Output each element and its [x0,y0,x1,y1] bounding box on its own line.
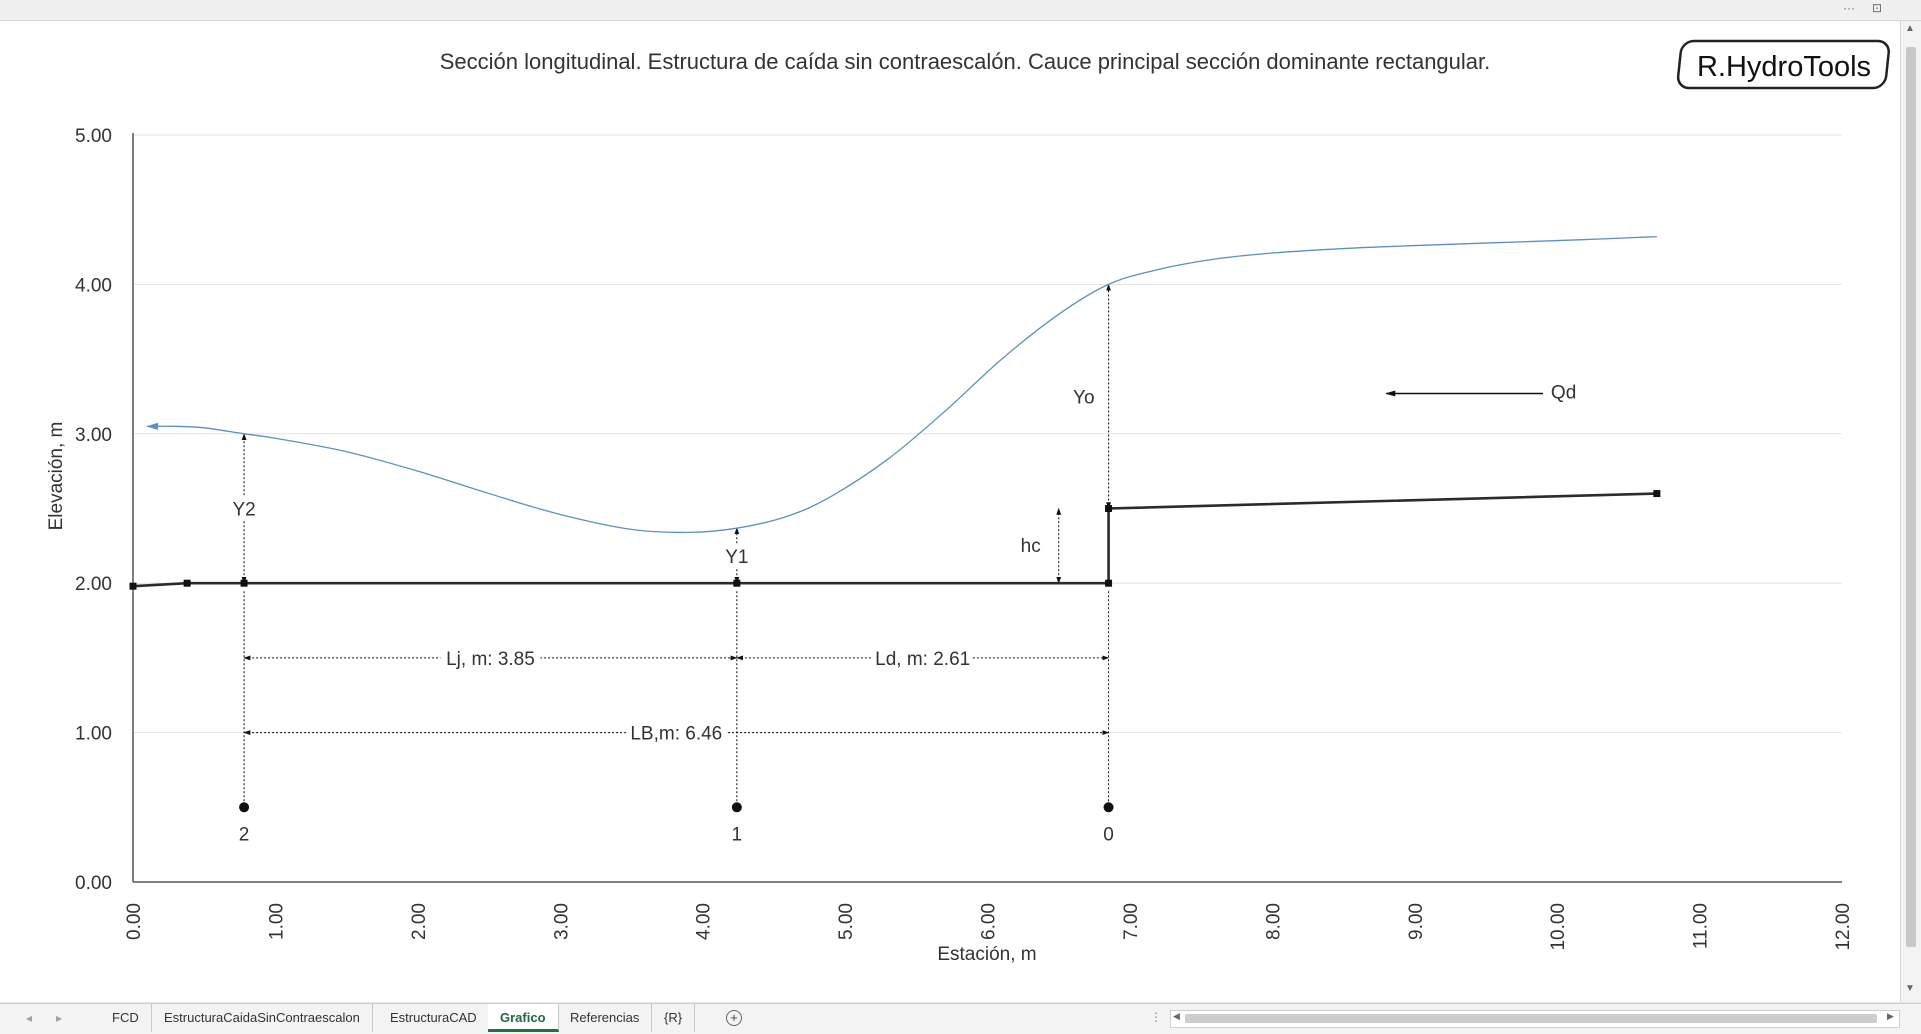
label-background [229,496,260,521]
scroll-down-icon[interactable]: ▼ [1905,983,1915,994]
y-tick-label: 1.00 [75,724,112,745]
restore-window-icon[interactable]: ⊡ [1872,1,1883,15]
x-tick-label: 0.00 [124,903,145,940]
x-tick-label: 7.00 [1121,903,1142,940]
label-background [872,644,973,671]
scroll-left-icon[interactable]: ◀ [1173,1011,1180,1021]
section-marker [1103,802,1114,813]
axes: 0.00 1.00 2.00 3.00 4.00 5.00 0.00 1.00 2.00 3.00… [75,126,1854,951]
length-label: Ld, m: 2.61 [875,649,970,670]
label-background [721,544,752,569]
scroll-up-icon[interactable]: ▲ [1905,23,1915,34]
bed-point-marker [129,582,137,590]
vertical-scrollbar[interactable]: ▲ ▼ [1900,21,1921,1002]
x-axis-label: Estación, m [937,944,1036,965]
prev-sheet-icon[interactable]: ◂ [26,1011,33,1025]
bed-point-marker [1653,490,1661,498]
x-tick-label: 9.00 [1406,903,1427,940]
logo: R.HydroTools [1676,39,1890,90]
logo-text: R.HydroTools [1697,51,1871,83]
x-tick-label: 10.00 [1548,903,1569,951]
vertical-scroll-thumb[interactable] [1906,47,1916,947]
x-tick-label: 4.00 [694,903,715,940]
label-background [1010,532,1041,557]
channel-bed-line [132,492,1657,588]
chart-series [129,235,1661,590]
bed-point-marker [733,579,741,587]
tab-grafico[interactable]: Grafico [488,1004,559,1032]
x-tick-label: 2.00 [409,903,430,940]
y-tick-label: 3.00 [75,425,112,446]
tab-referencias[interactable]: Referencias [558,1004,653,1032]
section-marker [731,802,742,813]
tab-estructura-cad[interactable]: EstructuraCAD [378,1004,490,1032]
depth-label: Y2 [232,500,255,521]
x-tick-label: 11.00 [1691,903,1712,949]
section-label: 1 [732,824,743,845]
scroll-right-icon[interactable]: ▶ [1887,1011,1894,1021]
section-label: 0 [1103,824,1114,845]
annotation-labels: 2 1 0 Y2 Y1 Yo hc Lj, m: 3.85 Ld, m: 2.61 LB,m: 6… [229,382,1576,845]
depth-label: hc [1021,536,1041,557]
x-tick-label: 8.00 [1263,903,1284,940]
grid-lines [133,134,1842,734]
depth-label: Yo [1073,387,1095,408]
dimension-annotations [239,283,1543,813]
bed-point-marker [1105,505,1113,512]
window-top-bar: ··· ⊡ [0,0,1921,21]
more-options-icon[interactable]: ··· [1843,1,1855,15]
bed-point-marker [1105,579,1113,587]
y-tick-label: 2.00 [75,574,112,595]
chart-title: Sección longitudinal. Estructura de caíd… [440,49,1491,74]
length-label: Lj, m: 3.85 [446,649,535,670]
bed-point-marker [183,579,191,587]
y-tick-label: 5.00 [75,126,112,147]
y-tick-label: 0.00 [75,873,112,894]
water-surface-line [146,235,1657,534]
add-sheet-icon[interactable]: + [726,1010,742,1026]
section-marker [239,802,250,813]
length-label: LB,m: 6.46 [630,724,722,745]
y-tick-label: 4.00 [75,275,112,296]
next-sheet-icon[interactable]: ▸ [56,1011,63,1025]
label-background [440,644,541,671]
tab-fcd[interactable]: FCD [100,1004,152,1032]
section-label: 2 [239,824,250,845]
x-tick-label: 6.00 [979,903,1000,940]
y-axis-label: Elevación, m [46,422,67,531]
sheet-tab-bar: ◂ ▸ FCD EstructuraCaidaSinContraescalon … [0,1003,1921,1034]
flow-label: Qd [1551,382,1576,403]
label-background [1064,384,1095,409]
bed-point-marker [240,579,248,587]
horizontal-scroll-thumb[interactable] [1185,1014,1877,1023]
x-tick-label: 12.00 [1833,903,1854,951]
tab-r[interactable]: {R} [652,1004,696,1032]
x-tick-label: 1.00 [266,903,287,940]
chart-sheet: 0.00 1.00 2.00 3.00 4.00 5.00 0.00 1.00 2.00 3.00… [0,21,1900,1002]
tab-estructura-caida[interactable]: EstructuraCaidaSinContraescalon [152,1004,373,1032]
x-tick-label: 3.00 [551,903,572,940]
tab-splitter-icon[interactable]: ⋮ [1150,1010,1162,1024]
x-tick-label: 5.00 [836,903,857,940]
horizontal-scrollbar[interactable]: ◀ ▶ [1170,1010,1900,1028]
depth-label: Y1 [725,547,748,568]
chart-area[interactable]: 0.00 1.00 2.00 3.00 4.00 5.00 0.00 1.00 2.00 3.00… [0,21,1900,1002]
label-background [626,719,727,746]
